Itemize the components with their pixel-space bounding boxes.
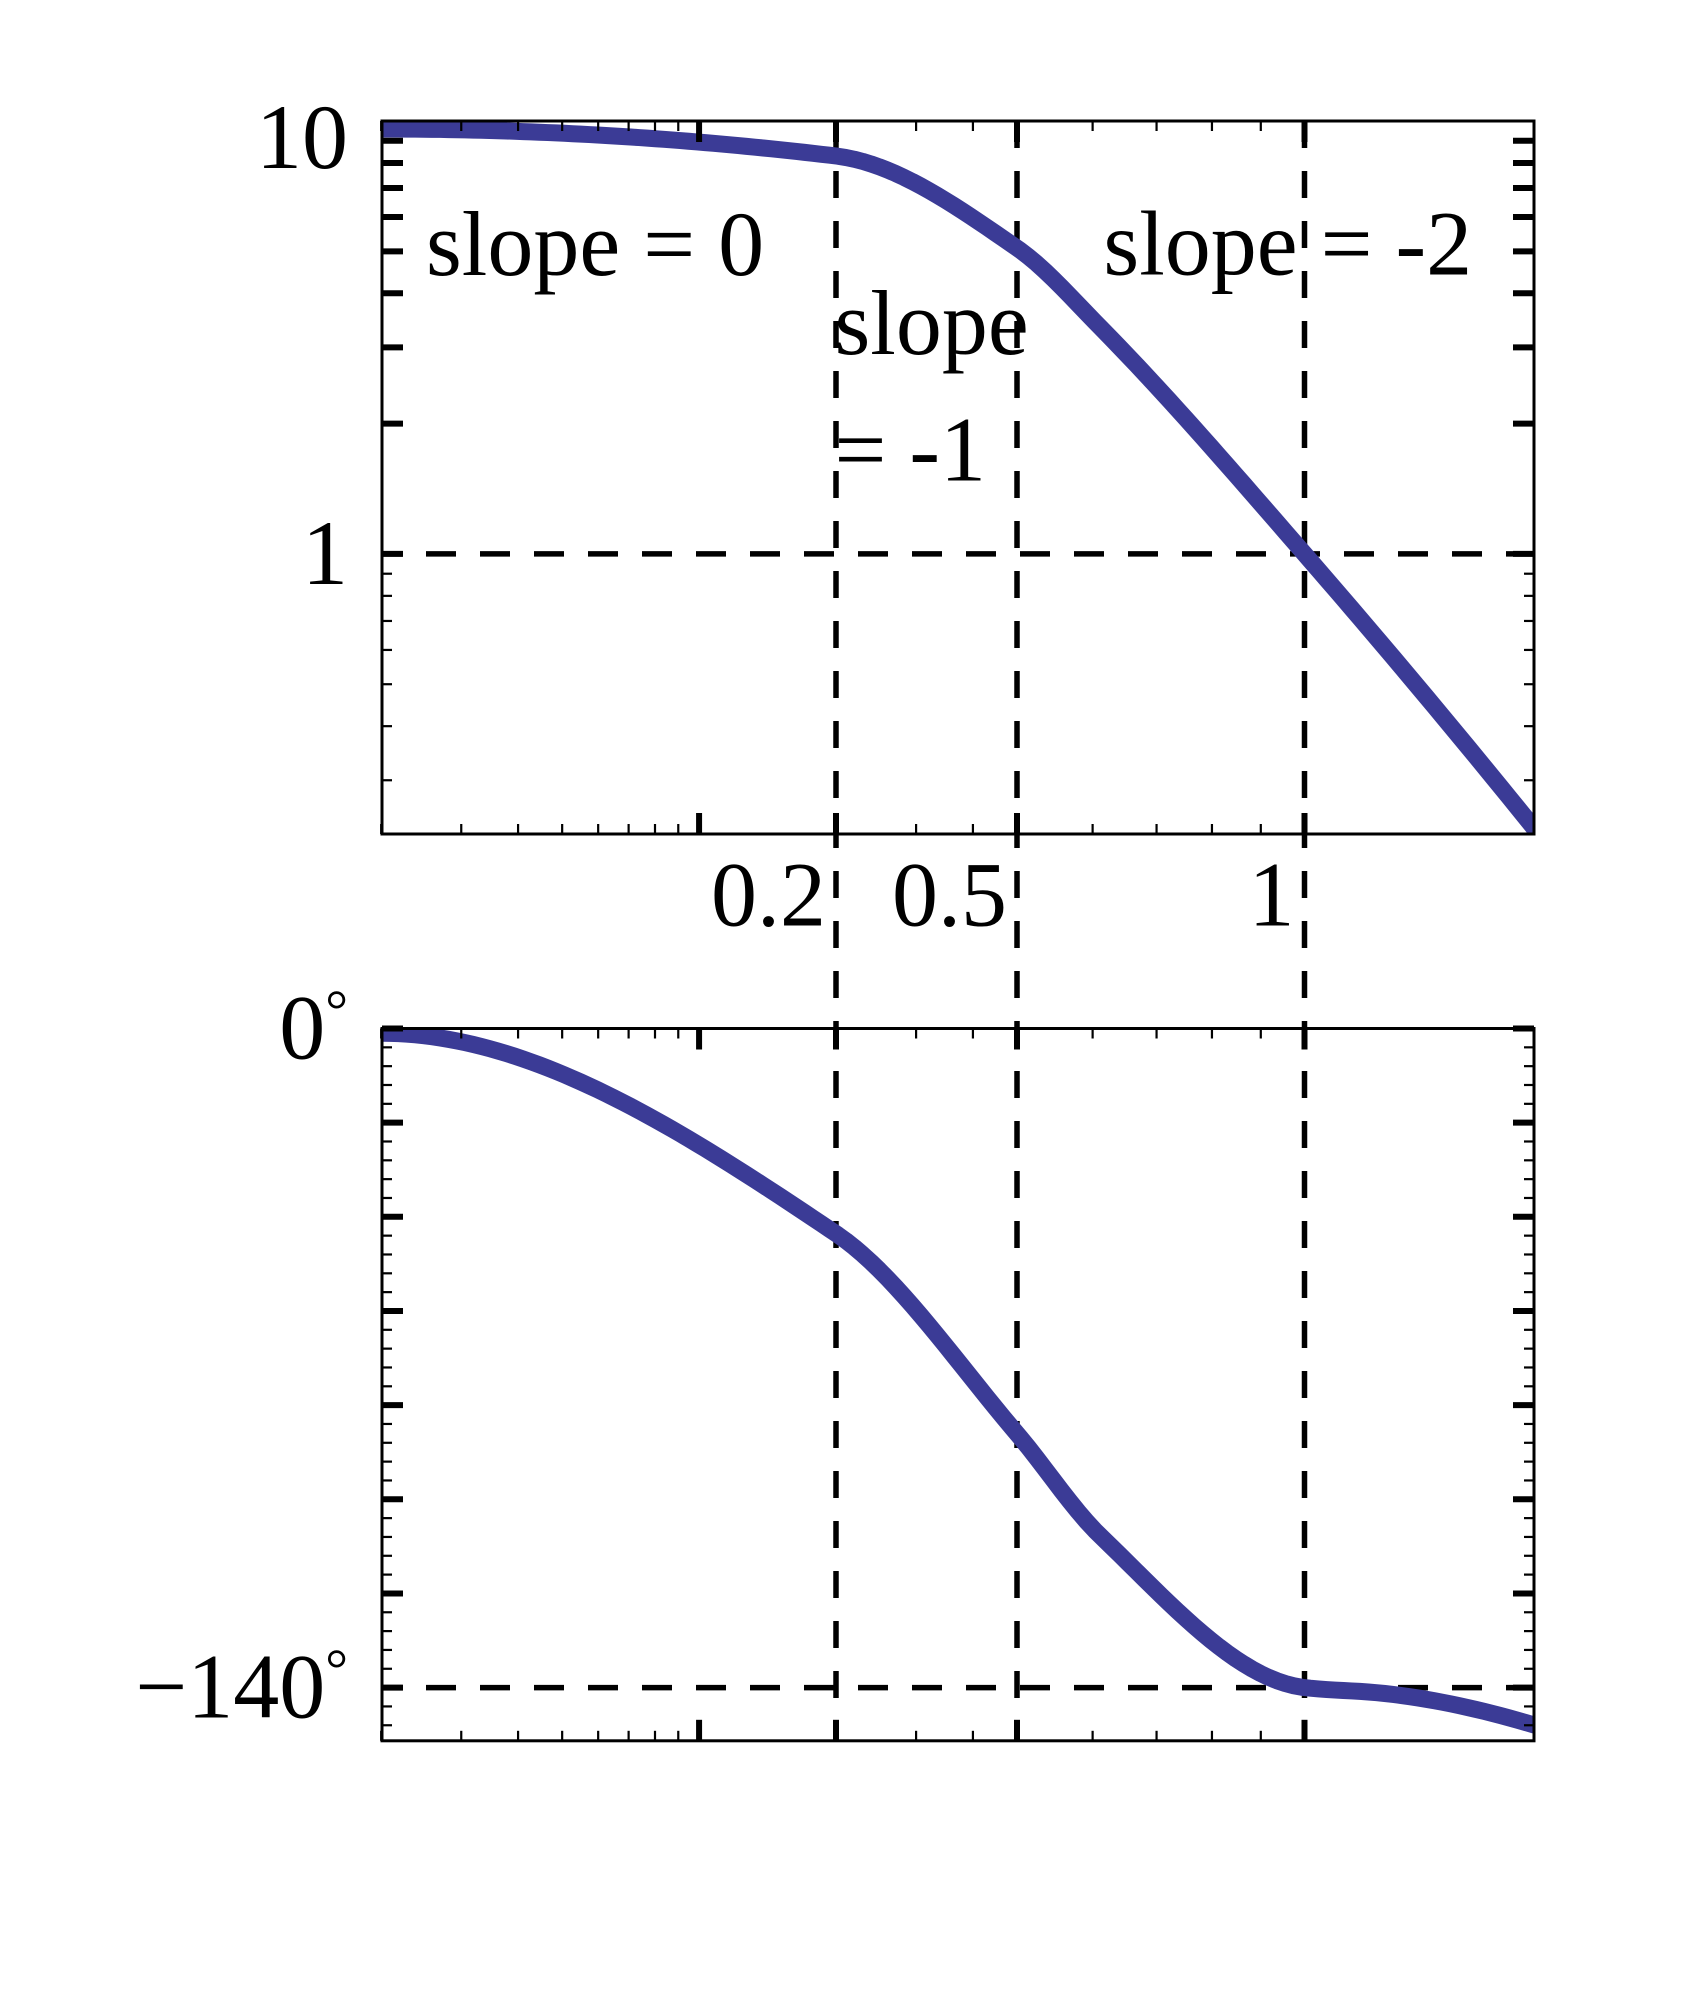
svg-text:0.5: 0.5: [892, 843, 1007, 945]
svg-text:= -1: = -1: [835, 398, 987, 500]
svg-text:1: 1: [1249, 843, 1295, 945]
svg-text:0.2: 0.2: [711, 843, 826, 945]
svg-text:slope = 0: slope = 0: [426, 193, 764, 295]
svg-text:1: 1: [302, 502, 348, 604]
svg-text:slope: slope: [835, 272, 1029, 374]
svg-text:−140°: −140°: [135, 1636, 348, 1738]
svg-text:slope = -2: slope = -2: [1103, 193, 1472, 295]
svg-text:10: 10: [256, 86, 348, 188]
